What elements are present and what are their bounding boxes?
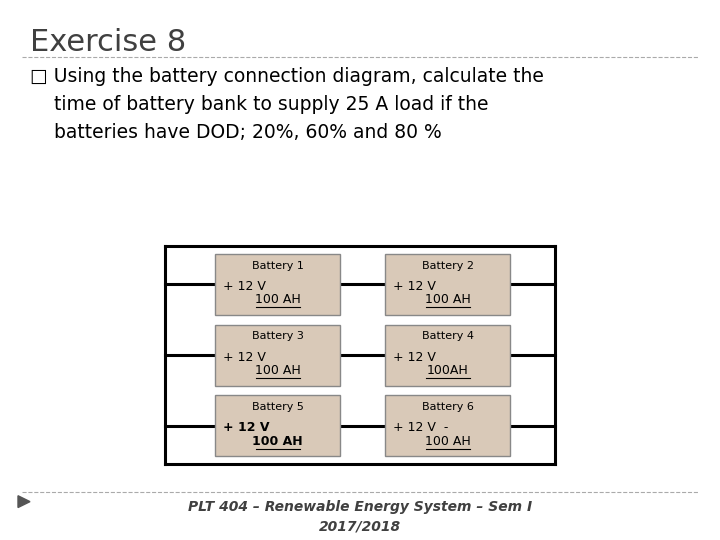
FancyBboxPatch shape [385,325,510,386]
FancyBboxPatch shape [385,395,510,456]
Text: + 12 V: + 12 V [223,350,266,363]
Text: 100 AH: 100 AH [255,293,300,306]
Text: Battery 4: Battery 4 [421,332,474,341]
Text: Exercise 8: Exercise 8 [30,28,186,57]
Text: + 12 V: + 12 V [393,280,436,293]
Text: □ Using the battery connection diagram, calculate the
    time of battery bank t: □ Using the battery connection diagram, … [30,67,544,142]
Text: + 12 V: + 12 V [393,350,436,363]
Text: PLT 404 – Renewable Energy System – Sem I
2017/2018: PLT 404 – Renewable Energy System – Sem … [188,500,532,533]
FancyBboxPatch shape [215,395,340,456]
Text: Battery 6: Battery 6 [422,402,474,412]
Text: Battery 3: Battery 3 [251,332,303,341]
Text: 100 AH: 100 AH [425,293,470,306]
Polygon shape [18,496,30,508]
Text: 100 AH: 100 AH [252,435,303,448]
Text: + 12 V  -: + 12 V - [393,421,449,434]
Text: 100 AH: 100 AH [255,364,300,377]
FancyBboxPatch shape [215,325,340,386]
FancyBboxPatch shape [385,254,510,315]
Text: 100 AH: 100 AH [425,435,470,448]
Text: Battery 1: Battery 1 [251,261,303,271]
Text: 100AH: 100AH [427,364,469,377]
FancyBboxPatch shape [215,254,340,315]
Text: + 12 V: + 12 V [223,421,269,434]
Text: Battery 5: Battery 5 [251,402,303,412]
Text: + 12 V: + 12 V [223,280,266,293]
Text: Battery 2: Battery 2 [421,261,474,271]
